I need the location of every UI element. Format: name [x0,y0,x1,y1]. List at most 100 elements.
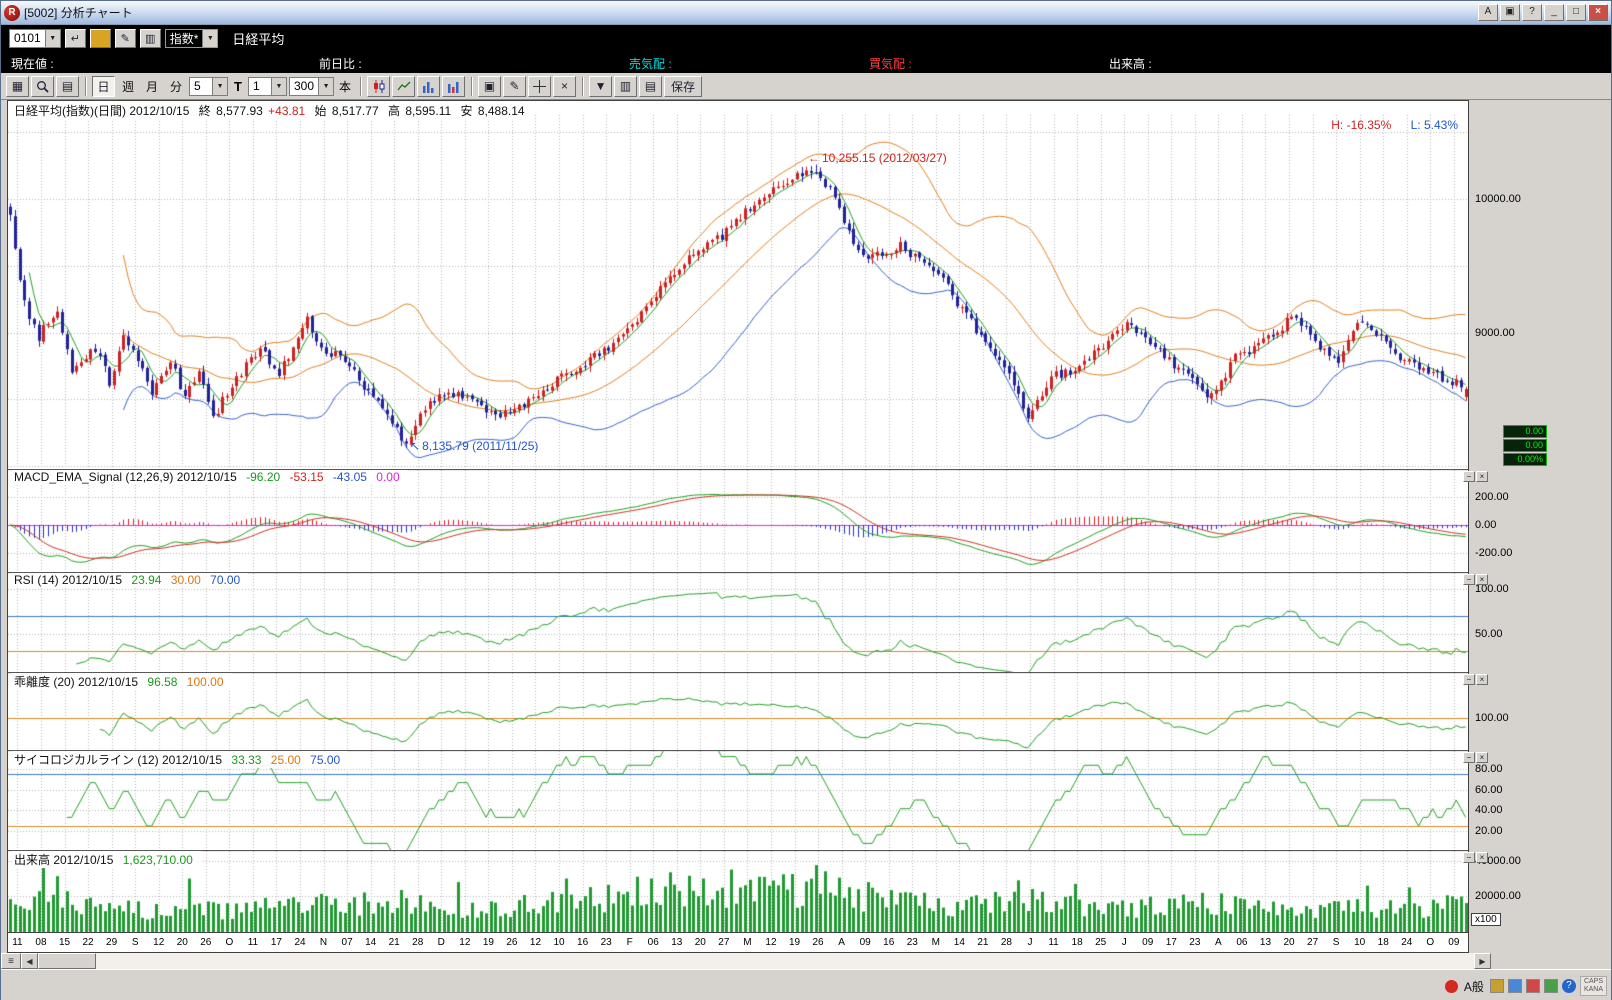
x-axis-label: 13 [1256,937,1274,948]
x-axis-label: 14 [950,937,968,948]
horizontal-scrollbar[interactable]: ≡ ◀ ▶ [1,953,1491,969]
help-button[interactable]: ? [1522,4,1542,21]
layout-select-icon[interactable]: ▼ [589,76,612,97]
price-chart-canvas[interactable] [8,101,1468,469]
window-title: [5002] 分析チャート [24,4,1476,21]
scroll-left-button[interactable]: ◀ [21,953,38,969]
ime-palette-icon[interactable] [1526,979,1540,993]
scroll-thumb[interactable] [38,953,96,969]
rsi-canvas[interactable] [8,572,1468,672]
panel-close-button[interactable]: × [1476,852,1488,863]
macd-osc-value: -43.05 [333,470,367,484]
new-chart-icon[interactable]: ▥ [614,76,637,97]
edit-icon[interactable]: ✎ [115,29,136,48]
chevron-down-icon[interactable]: ▼ [45,30,60,47]
print-icon[interactable]: ▦ [6,76,29,97]
save-button[interactable]: 保存 [664,76,702,97]
volume-canvas[interactable] [8,850,1468,932]
enter-icon[interactable]: ↵ [65,29,86,48]
stock-code-combobox[interactable]: 0101 ▼ [9,29,61,48]
panel-close-button[interactable]: × [1476,752,1488,763]
period-day-button[interactable]: 日 [92,76,115,97]
x-axis-label: 17 [1162,937,1180,948]
zoom-icon[interactable] [31,76,54,97]
copy-chart-icon[interactable]: ▤ [639,76,662,97]
ime-mode-indicator[interactable]: A般 [1462,978,1486,995]
period-minute-button[interactable]: 分 [165,78,187,95]
panel-close-button[interactable]: × [1476,674,1488,685]
x-axis-label: 24 [291,937,309,948]
x-axis-label: 18 [1374,937,1392,948]
stock-code-value[interactable]: 0101 [10,31,45,45]
ime-help-icon[interactable]: ? [1562,979,1576,993]
chart-title: 日経平均(指数)(日間) 2012/10/15 [14,104,189,118]
bars-select[interactable]: 300 ▼ [289,77,334,96]
x-axis-label: 11 [8,937,26,948]
kairi-title: 乖離度 (20) 2012/10/15 [14,675,138,689]
ime-tools-icon[interactable] [1490,979,1504,993]
panel-minimize-button[interactable]: − [1463,752,1475,763]
chevron-down-icon[interactable]: ▼ [318,78,333,95]
x-axis-label: 16 [880,937,898,948]
draw-icon[interactable]: ✎ [503,76,526,97]
interval-select[interactable]: 1 ▼ [248,77,287,96]
histogram-icon[interactable] [442,76,465,97]
period-month-button[interactable]: 月 [141,78,163,95]
volume-bars-icon[interactable] [417,76,440,97]
chevron-down-icon[interactable]: ▼ [212,78,227,95]
tick-mode-button[interactable]: T [230,79,246,94]
psych-header: サイコロジカルライン (12) 2012/10/15 33.33 25.00 7… [12,751,348,768]
copy-icon[interactable]: ▤ [56,76,79,97]
rsi-high-ref: 70.00 [210,573,240,587]
maximize-button[interactable]: □ [1566,4,1586,21]
macd-canvas[interactable] [8,469,1468,572]
scroll-grip-icon[interactable]: ≡ [1,953,21,969]
high-value: 8,595.11 [405,104,451,118]
bars-value[interactable]: 300 [290,79,318,93]
up-left-arrow-icon: ↖ [410,439,420,453]
panel-close-button[interactable]: × [1476,471,1488,482]
delete-icon[interactable]: × [553,76,576,97]
line-chart-icon[interactable] [392,76,415,97]
x-axis-label: 26 [197,937,215,948]
ime-dictionary-icon[interactable] [1544,979,1558,993]
app-window: R [5002] 分析チャート A ▣ ? _ □ × 0101 ▼ ↵ ✎ ▥… [0,0,1612,1000]
chevron-down-icon[interactable]: ▼ [202,30,217,47]
macd-title: MACD_EMA_Signal (12,26,9) 2012/10/15 [14,470,237,484]
title-bar[interactable]: R [5002] 分析チャート A ▣ ? _ □ × [1,1,1611,25]
panel-minimize-button[interactable]: − [1463,852,1475,863]
board-icon[interactable] [90,29,111,48]
x-axis-label: 23 [597,937,615,948]
layout-button[interactable]: ▣ [1500,4,1520,21]
font-size-button[interactable]: A [1478,4,1498,21]
x-axis-label: 24 [1398,937,1416,948]
interval-value[interactable]: 1 [249,79,271,93]
candlestick-icon[interactable] [367,76,390,97]
panel-minimize-button[interactable]: − [1463,471,1475,482]
list-icon[interactable]: ▥ [140,29,161,48]
ime-keyboard-icon[interactable] [1508,979,1522,993]
category-value[interactable]: 指数* [166,30,203,47]
crosshair-icon[interactable] [528,76,551,97]
close-button[interactable]: × [1588,4,1608,21]
chevron-down-icon[interactable]: ▼ [271,78,286,95]
current-price-badge: 0.00 [1503,425,1547,438]
minute-value[interactable]: 5 [190,79,212,93]
period-week-button[interactable]: 週 [117,78,139,95]
chart-region: 日経平均(指数)(日間) 2012/10/15 終 8,577.93 +43.8… [1,100,1611,969]
scroll-track[interactable] [96,953,1474,969]
macd-value: -96.20 [246,470,280,484]
panel-minimize-button[interactable]: − [1463,674,1475,685]
minute-select[interactable]: 5 ▼ [189,77,228,96]
panel-minimize-button[interactable]: − [1463,574,1475,585]
category-combobox[interactable]: 指数* ▼ [165,29,219,48]
x-axis-label: 09 [1445,937,1463,948]
scroll-right-button[interactable]: ▶ [1474,953,1491,969]
panel-close-button[interactable]: × [1476,574,1488,585]
ime-status-icon[interactable] [1445,980,1458,993]
minimize-button[interactable]: _ [1544,4,1564,21]
bars-unit-label: 本 [336,78,354,95]
x-axis-label: 29 [103,937,121,948]
grid-icon[interactable]: ▣ [478,76,501,97]
x-axis-label: 27 [715,937,733,948]
